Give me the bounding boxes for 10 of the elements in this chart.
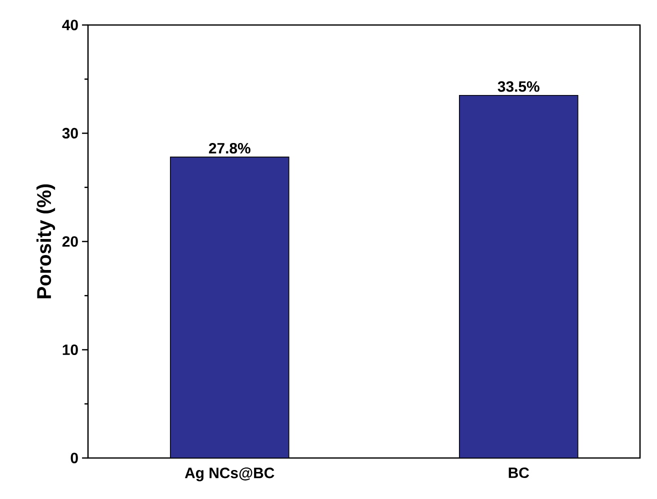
y-tick-label: 20 bbox=[62, 236, 78, 247]
y-tick-label: 30 bbox=[62, 128, 78, 139]
y-tick-label: 10 bbox=[62, 344, 78, 356]
x-tick-label: BC bbox=[508, 467, 529, 478]
data-label: 27.8% bbox=[208, 142, 250, 154]
y-axis-title: Porosity (%) bbox=[36, 184, 56, 298]
y-tick-label: 40 bbox=[62, 20, 78, 30]
y-tick-label: 0 bbox=[70, 452, 78, 464]
data-label: 33.5% bbox=[498, 81, 540, 92]
x-tick-label: Ag NCs@BC bbox=[184, 467, 274, 482]
